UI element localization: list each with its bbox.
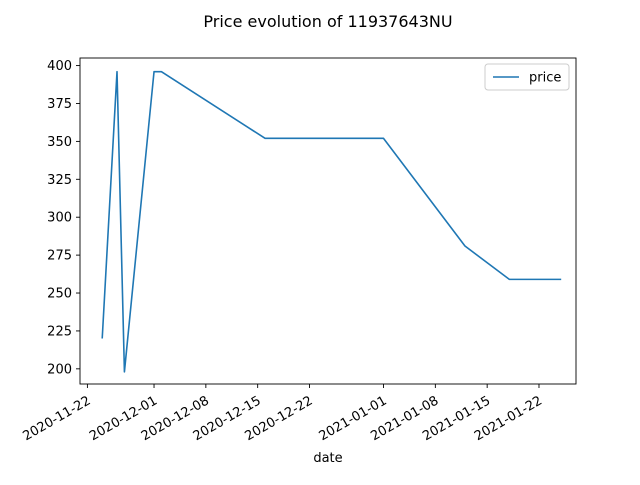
axes-frame [79, 57, 577, 385]
legend-label: price [529, 71, 561, 86]
y-tick-label: 325 [47, 173, 72, 188]
y-tick-label: 300 [47, 211, 72, 226]
chart-title: Price evolution of 11937643NU [203, 12, 452, 31]
legend: price [484, 63, 570, 91]
y-tick-label: 200 [47, 362, 72, 377]
y-tick-label: 250 [47, 287, 72, 302]
series-line-price [101, 70, 562, 373]
legend-box [484, 63, 570, 91]
y-tick-label: 275 [47, 249, 72, 264]
y-tick-label: 350 [47, 135, 72, 150]
y-tick-label: 400 [47, 59, 72, 74]
x-axis-label: date [313, 451, 342, 466]
y-tick-label: 375 [47, 97, 72, 112]
y-tick-label: 225 [47, 324, 72, 339]
